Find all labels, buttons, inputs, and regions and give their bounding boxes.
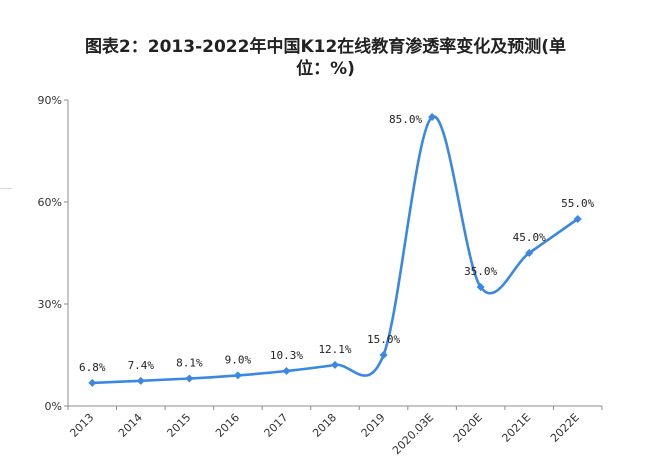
data-point [233, 371, 242, 380]
y-tick-label: 30% [38, 298, 62, 311]
x-tick-label: 2014 [116, 411, 145, 440]
x-axis: 2013 2014 2015 2016 2017 2018 2019 2020.03E 2020… [67, 405, 603, 457]
data-label: 8.1% [176, 356, 203, 369]
data-point [379, 351, 388, 359]
x-tick-label: 2017 [262, 411, 291, 440]
data-label: 10.3% [270, 349, 303, 362]
divider [0, 188, 12, 189]
data-label: 9.0% [225, 353, 252, 366]
x-tick-label: 2015 [164, 411, 193, 440]
data-label: 7.4% [128, 359, 155, 372]
data-label: 15.0% [367, 333, 400, 346]
data-point [525, 249, 534, 257]
data-point [573, 215, 582, 223]
x-tick-label: 2019 [359, 411, 388, 440]
data-label: 85.0% [389, 113, 422, 126]
chart-title-line-2: 位：%) [296, 59, 355, 79]
data-point [282, 366, 291, 375]
data-point [428, 113, 437, 121]
x-tick-label: 2018 [310, 411, 339, 440]
data-label: 12.1% [318, 343, 351, 356]
y-axis: 0% 30% 60% 90% [38, 94, 69, 413]
data-label: 6.8% [79, 361, 106, 374]
y-tick-label: 90% [38, 94, 62, 107]
x-tick-label: 2022E [548, 411, 582, 445]
x-tick-label: 2013 [67, 411, 96, 440]
data-label: 35.0% [464, 265, 497, 278]
x-tick-label: 2020.03E [390, 411, 436, 457]
plot-area: 6.8% 7.4% 8.1% 9.0% 10.3% 12.1% 15.0% 85.0% 35.0… [79, 113, 595, 387]
data-point [185, 374, 194, 383]
data-point [136, 376, 145, 385]
data-label: 45.0% [513, 231, 546, 244]
data-point [88, 378, 97, 387]
y-tick-label: 60% [38, 196, 62, 209]
chart-title-line-1: 图表2：2013-2022年中国K12在线教育渗透率变化及预测(单 [84, 37, 567, 57]
data-label: 55.0% [561, 197, 594, 210]
data-point [476, 283, 485, 291]
data-point [331, 360, 339, 369]
x-tick-label: 2020E [451, 411, 485, 445]
x-tick-label: 2021E [499, 411, 533, 445]
x-tick-label: 2016 [213, 411, 242, 440]
y-tick-label: 0% [45, 400, 62, 413]
